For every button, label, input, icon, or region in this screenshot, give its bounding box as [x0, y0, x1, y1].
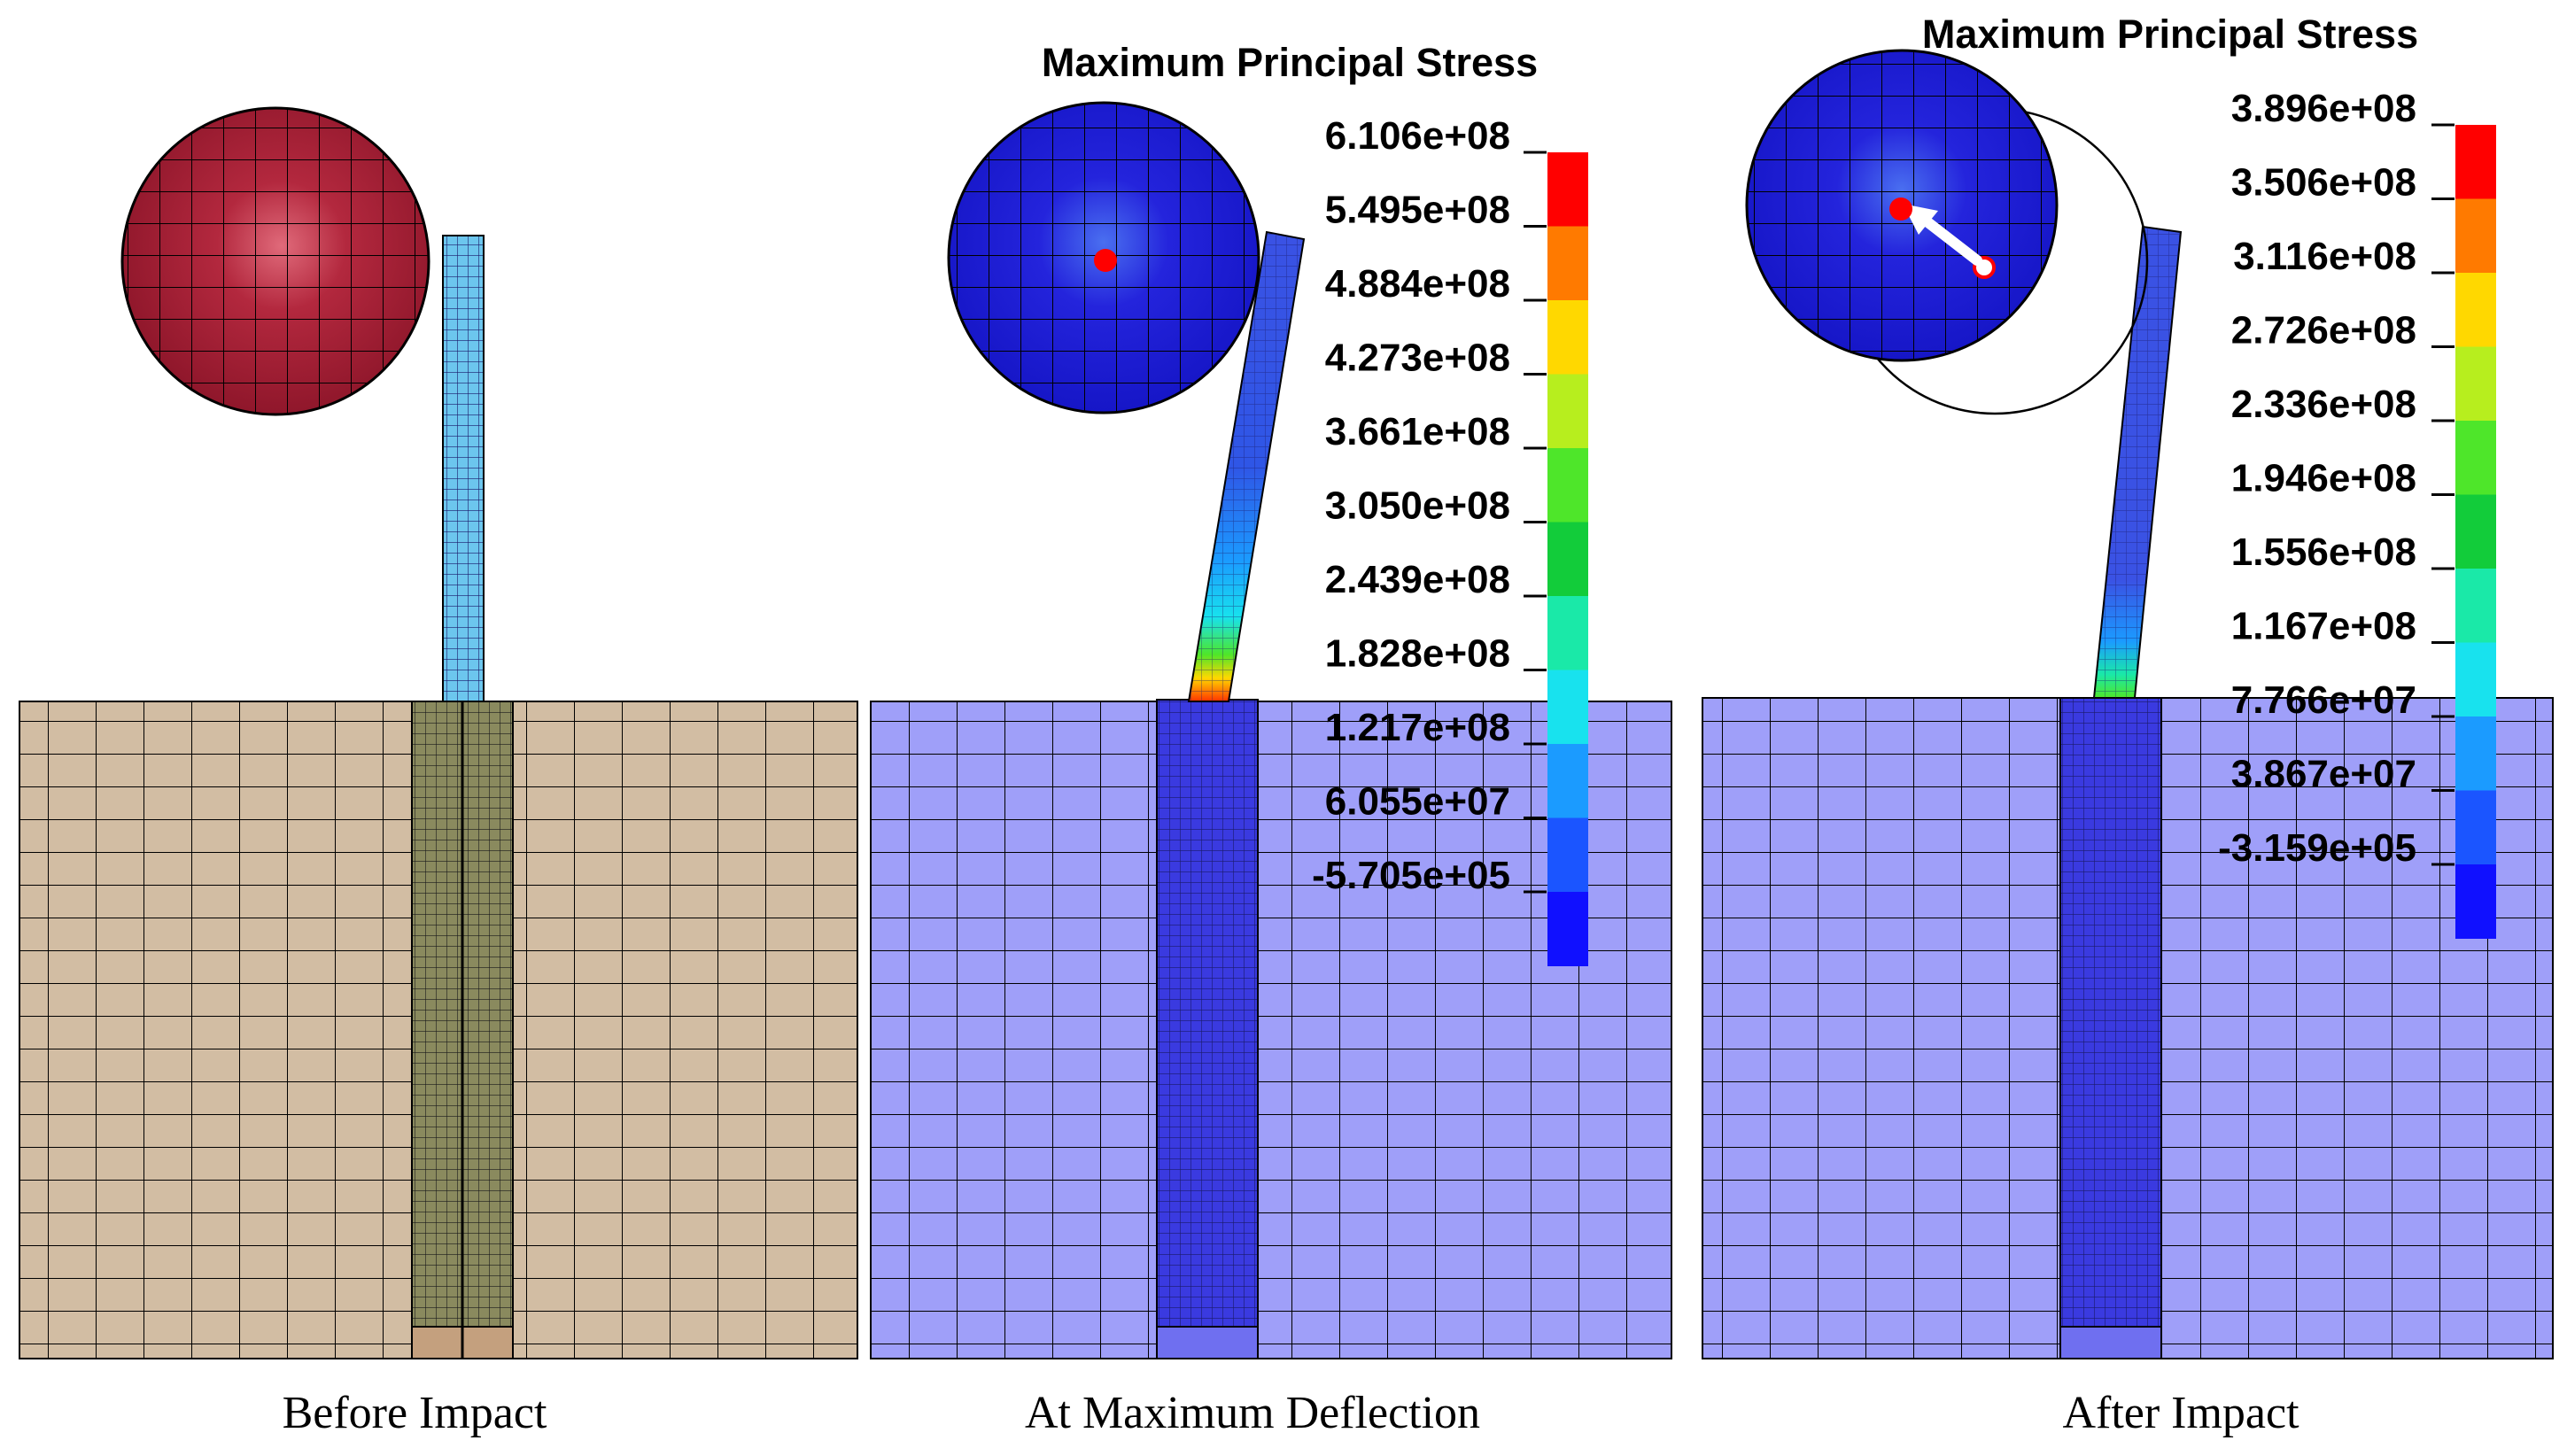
- colorbar-segment: [2455, 346, 2496, 422]
- colorbar-segment: [1547, 300, 1588, 375]
- impact-ball: [120, 106, 430, 416]
- tick-label: 7.766e+07: [2231, 678, 2416, 722]
- end-point-marker: [1889, 197, 1912, 221]
- colorbar-segment: [2455, 790, 2496, 865]
- colorbar-segment: [1547, 744, 1588, 818]
- colorbar-segment: [1547, 448, 1588, 523]
- tick-label: 5.495e+08: [1325, 189, 1510, 232]
- colorbar-segment: [1547, 892, 1588, 966]
- colorbar-segment: [2455, 569, 2496, 643]
- tick-label: 6.106e+08: [1325, 114, 1510, 158]
- colorbar-segment: [2455, 494, 2496, 569]
- pile-mesh: [2059, 697, 2162, 1328]
- tick-label: 2.336e+08: [2231, 383, 2416, 426]
- column-mesh: [442, 235, 485, 702]
- colorbar-segment: [2455, 864, 2496, 939]
- panel-caption: At Maximum Deflection: [1025, 1388, 1480, 1438]
- tick-label: 2.726e+08: [2231, 309, 2416, 352]
- panel-before-impact: Before Impact: [19, 106, 858, 1438]
- colorbar: [1547, 152, 1588, 966]
- colorbar-segment: [1547, 670, 1588, 745]
- colorbar-segment: [2455, 642, 2496, 717]
- tick-label: 3.896e+08: [2231, 87, 2416, 130]
- panel-after-impact: Maximum Principal Stress 3.896e+08 3.506e…: [1702, 12, 2554, 1438]
- tick-label: 2.439e+08: [1325, 558, 1510, 601]
- colorbar-segment: [2455, 273, 2496, 347]
- colorbar-segment: [1547, 522, 1588, 597]
- legend-title: Maximum Principal Stress: [1042, 40, 1538, 85]
- tick-label: 3.661e+08: [1325, 410, 1510, 453]
- impact-ball: [1745, 49, 2059, 362]
- colorbar-segment: [2455, 198, 2496, 274]
- colorbar-segment: [1547, 152, 1588, 227]
- tick-label: 1.946e+08: [2231, 457, 2416, 500]
- pile-mesh: [1156, 699, 1259, 1328]
- colorbar-segment: [2455, 716, 2496, 791]
- tick-label: 3.116e+08: [2233, 235, 2416, 278]
- colorbar-segment: [2455, 125, 2496, 199]
- tick-label: 3.867e+07: [2231, 753, 2416, 796]
- tick-label: 1.217e+08: [1325, 706, 1510, 749]
- tracking-point-marker: [1094, 249, 1117, 272]
- panel-max-deflection: Maximum Principal Stress 6.106e+08 5.495e…: [870, 40, 1672, 1438]
- colorbar-ticks: 6.106e+08 5.495e+08 4.884e+08 4.273e+08 3.66…: [1312, 114, 1547, 897]
- tick-label: 4.273e+08: [1325, 337, 1510, 380]
- tick-label: 3.050e+08: [1325, 484, 1510, 528]
- colorbar-segment: [1547, 817, 1588, 893]
- colorbar: [2455, 125, 2496, 939]
- tick-label: 3.506e+08: [2231, 161, 2416, 205]
- rebound-arrow-icon: [1917, 213, 1982, 266]
- tick-label: 1.828e+08: [1325, 632, 1510, 676]
- tick-label: 6.055e+07: [1325, 780, 1510, 824]
- tick-label: 4.884e+08: [1325, 262, 1510, 306]
- colorbar-segment: [1547, 374, 1588, 449]
- tick-label: -5.705e+05: [1312, 854, 1510, 897]
- tick-label: 1.167e+08: [2231, 605, 2416, 648]
- colorbar-segment: [1547, 596, 1588, 670]
- stress-legend: Maximum Principal Stress 3.896e+08 3.506e…: [1922, 12, 2496, 939]
- tick-label: 1.556e+08: [2231, 531, 2416, 574]
- panel-caption: Before Impact: [283, 1388, 547, 1438]
- legend-title: Maximum Principal Stress: [1922, 12, 2418, 57]
- colorbar-segment: [1547, 226, 1588, 301]
- panel-caption: After Impact: [2062, 1388, 2299, 1438]
- tick-label: -3.159e+05: [2218, 826, 2416, 870]
- ground-mesh: [870, 701, 1672, 1359]
- colorbar-ticks: 3.896e+08 3.506e+08 3.116e+08 2.726e+08 2.33…: [2218, 87, 2455, 870]
- colorbar-segment: [2455, 421, 2496, 495]
- impact-ball: [947, 101, 1260, 414]
- stress-legend: Maximum Principal Stress 6.106e+08 5.495e…: [1042, 40, 1588, 966]
